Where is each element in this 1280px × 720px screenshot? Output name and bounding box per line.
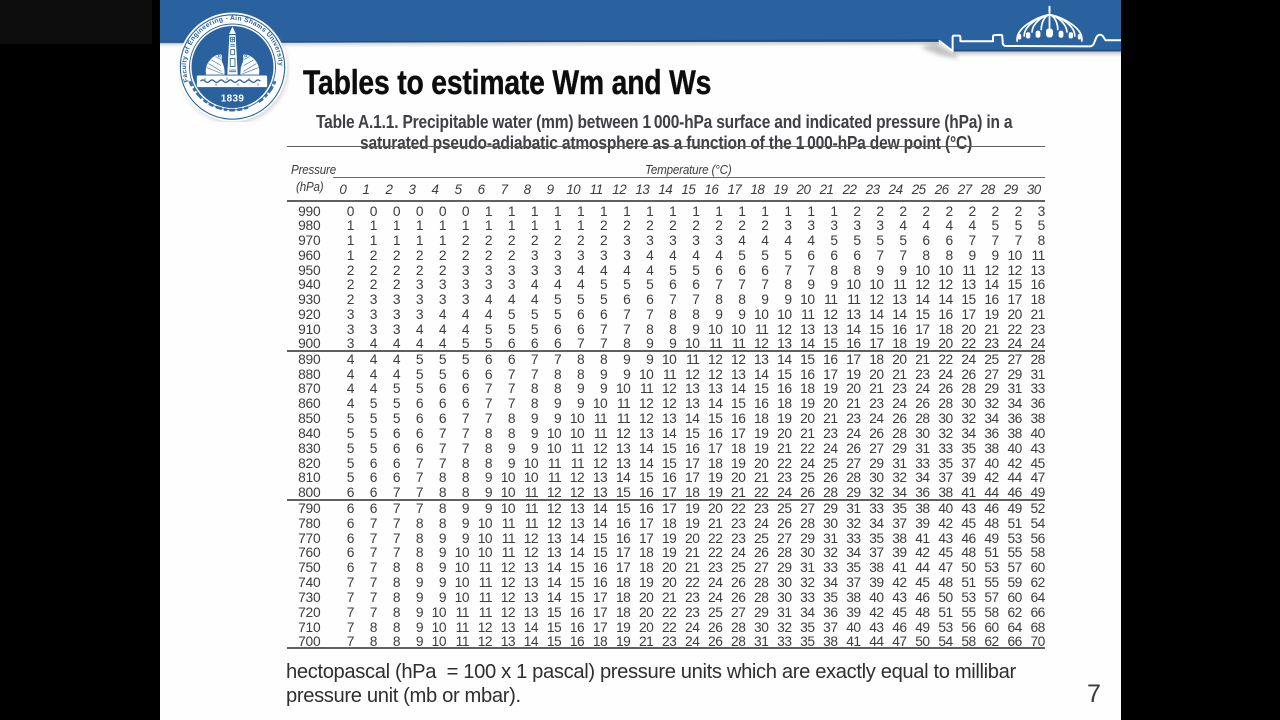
svg-text:1839: 1839 — [220, 94, 244, 105]
